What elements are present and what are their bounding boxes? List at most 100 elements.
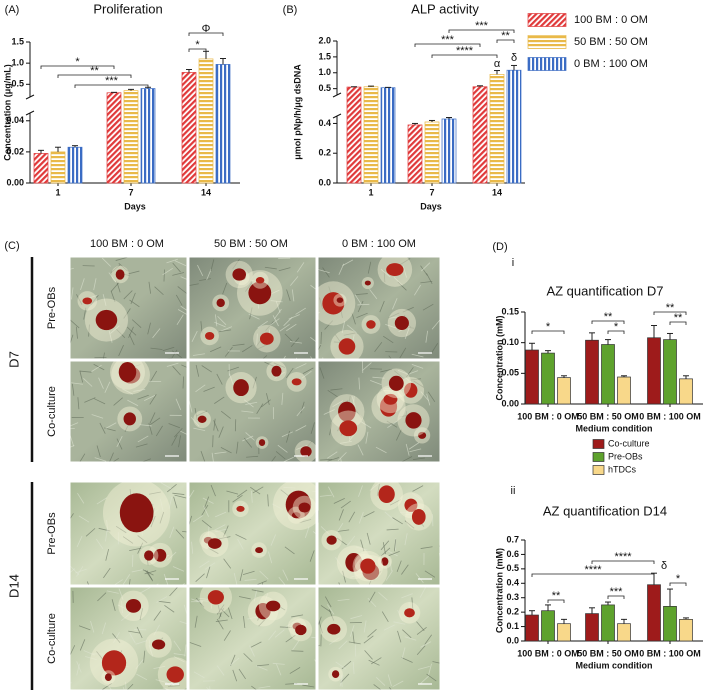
bar <box>363 86 379 184</box>
cell-streak <box>283 487 296 489</box>
cell-streak <box>95 538 104 550</box>
bar <box>50 151 66 184</box>
cell-streak <box>96 497 108 505</box>
cell-streak <box>242 435 254 442</box>
cell-streak <box>116 328 126 339</box>
mineral-nodule <box>205 331 215 340</box>
cell-streak <box>135 659 144 670</box>
cell-streak <box>285 634 296 643</box>
cell-streak <box>346 324 357 333</box>
cell-streak <box>204 496 210 509</box>
cell-streak <box>320 526 330 536</box>
error-bar <box>605 339 611 345</box>
cell-streak <box>282 569 289 581</box>
mineral-nodule <box>123 412 136 426</box>
y-tick-label: 1.0 <box>11 58 24 68</box>
frame <box>317 481 441 586</box>
cell-streak <box>174 494 187 499</box>
cell-streak <box>250 486 261 495</box>
cell-streak <box>211 452 214 462</box>
bar <box>33 153 49 184</box>
cell-streak <box>413 284 421 296</box>
cell-streak <box>270 456 276 462</box>
cell-streak <box>201 504 209 516</box>
cell-streak <box>312 490 316 492</box>
cell-streak <box>369 482 380 491</box>
cell-streak <box>84 397 96 403</box>
row-label: Co-culture <box>46 386 58 437</box>
cell-streak <box>220 447 232 454</box>
cell-streak <box>340 673 350 683</box>
cell-streak <box>365 431 369 444</box>
cell-streak <box>274 371 285 379</box>
cell-streak <box>288 314 300 320</box>
cell-streak <box>190 416 200 427</box>
cell-streak <box>177 286 187 295</box>
cell-streak <box>404 327 410 339</box>
cell-streak <box>386 420 398 428</box>
micrograph <box>70 257 187 359</box>
cell-streak <box>198 597 211 601</box>
subpanel-label: ii <box>511 485 516 497</box>
annotation: * <box>546 321 551 333</box>
cell-streak <box>175 398 182 411</box>
cell-streak <box>251 589 264 593</box>
cell-streak <box>404 411 408 424</box>
significance-bracket <box>669 321 687 325</box>
cell-streak <box>392 298 398 310</box>
cell-streak <box>340 458 342 462</box>
micrograph-bg <box>189 587 316 690</box>
cell-streak <box>245 432 255 441</box>
bar <box>380 87 396 184</box>
cell-streak <box>263 593 269 605</box>
cell-streak <box>214 524 226 531</box>
cell-streak <box>265 393 270 405</box>
legend-swatch <box>527 35 567 49</box>
cell-streak <box>402 306 414 313</box>
cell-streak <box>332 400 344 408</box>
cell-streak <box>394 370 404 379</box>
cell-streak <box>214 511 227 518</box>
cell-streak <box>358 485 363 497</box>
cell-streak <box>176 314 184 326</box>
cell-streak <box>426 273 433 285</box>
cell-streak <box>182 530 187 533</box>
mineral-nodule <box>95 309 118 331</box>
cell-streak <box>86 581 90 585</box>
cell-streak <box>79 453 86 462</box>
cell-streak <box>223 558 232 569</box>
cell-streak <box>172 365 181 376</box>
cell-streak <box>388 687 392 690</box>
y-tick-label: 0.2 <box>318 148 331 158</box>
cell-streak <box>397 281 407 291</box>
cell-streak <box>274 629 285 638</box>
significance-bracket <box>448 29 515 33</box>
cell-streak <box>70 422 79 427</box>
cell-streak <box>268 630 277 641</box>
cell-streak <box>118 262 128 272</box>
cell-streak <box>369 289 378 300</box>
cell-streak <box>149 394 157 405</box>
cell-streak <box>281 431 294 438</box>
cell-streak <box>357 303 370 306</box>
error-bar <box>511 64 517 71</box>
bar <box>123 90 139 184</box>
cell-streak <box>276 663 282 676</box>
cell-streak <box>94 398 106 405</box>
cell-streak <box>318 344 322 352</box>
cell-streak <box>123 308 131 319</box>
cell-streak <box>232 258 240 270</box>
cell-streak <box>310 284 316 290</box>
y-tick-label: 0.5 <box>318 83 331 93</box>
error-bar <box>128 88 134 91</box>
frame <box>188 360 317 463</box>
cell-streak <box>415 573 424 584</box>
cell-streak <box>214 314 218 327</box>
cell-streak <box>424 570 436 578</box>
cell-streak <box>113 397 123 406</box>
cell-streak <box>115 525 127 534</box>
cell-streak <box>413 380 424 388</box>
micrograph-bg <box>189 361 316 462</box>
cell-streak <box>101 257 112 267</box>
error-bar <box>38 149 44 154</box>
